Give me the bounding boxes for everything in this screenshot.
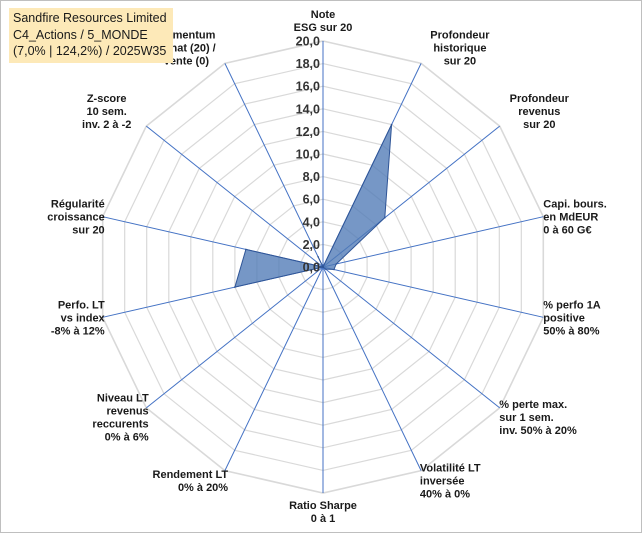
axis-label-line: en MdEUR — [543, 211, 598, 223]
axis-label: % perte max.sur 1 sem.inv. 50% à 20% — [499, 399, 577, 437]
axis-spoke — [224, 266, 324, 471]
axis-label-line: inversée — [420, 475, 465, 487]
series-point — [390, 123, 393, 126]
axis-label-line: croissance — [47, 211, 104, 223]
series-point — [322, 266, 324, 268]
axis-label-line: positive — [543, 313, 585, 325]
axis-spoke — [322, 266, 422, 471]
chart-title-box: Sandfire Resources Limited C4_Actions / … — [9, 8, 173, 63]
axis-label-line: Niveau LT — [97, 393, 149, 405]
axis-spoke — [322, 266, 501, 409]
axis-label-line: 40% à 0% — [420, 488, 470, 500]
tick-label: 16,0 — [296, 80, 320, 94]
series-layer — [234, 123, 393, 288]
axis-label-line: 0 à 60 G€ — [543, 224, 591, 236]
tick-label: 14,0 — [296, 102, 320, 116]
series-point — [245, 248, 247, 251]
axis-label-line: revenus — [518, 106, 560, 118]
axis-spoke — [322, 266, 544, 318]
tick-label: 8,0 — [303, 170, 320, 184]
axis-label-line: sur 20 — [523, 119, 555, 131]
axis-label-line: 50% à 80% — [543, 326, 599, 338]
axis-label-line: Note — [311, 9, 335, 21]
axis-label-line: sur 20 — [444, 56, 476, 68]
axis-spoke — [145, 266, 324, 409]
axis-label-line: Z-score — [87, 93, 127, 105]
axis-label-line: Capi. bours. — [543, 198, 607, 210]
axis-label-line: ESG sur 20 — [294, 22, 353, 34]
axis-label-line: vs index — [61, 313, 106, 325]
series-point — [384, 216, 386, 219]
axis-label-line: Ratio Sharpe — [289, 500, 357, 512]
axis-label-line: inv. 2 à -2 — [82, 119, 131, 131]
axis-label-line: 0 à 1 — [311, 513, 335, 525]
axis-label-line: revenus — [106, 406, 148, 418]
axis-label-line: Rendement LT — [153, 469, 229, 481]
axis-label-line: Vente (0) — [163, 56, 209, 68]
axis-label-line: inv. 50% à 20% — [499, 425, 577, 437]
axis-label-line: Profondeur — [430, 30, 490, 42]
tick-label: 4,0 — [303, 215, 320, 229]
axis-label: Rendement LT0% à 20% — [153, 469, 229, 494]
axis-label-line: Profondeur — [510, 93, 570, 105]
axis-label-line: sur 20 — [72, 224, 104, 236]
tick-label: 18,0 — [296, 57, 320, 71]
axis-spoke — [224, 63, 324, 268]
series-point — [234, 286, 236, 288]
axis-label-line: sur 1 sem. — [499, 412, 553, 424]
series-point — [324, 268, 327, 270]
tick-label: 0,0 — [303, 261, 320, 275]
series-area — [234, 124, 393, 288]
axis-label-line: -8% à 12% — [51, 326, 105, 338]
axis-label-line: 10 sem. — [87, 106, 127, 118]
title-line-stats: (7,0% | 124,2%) / 2025W35 — [13, 44, 167, 58]
tick-label: 20,0 — [296, 35, 320, 49]
series-point — [335, 263, 338, 265]
tick-label: 2,0 — [303, 238, 320, 252]
axis-spoke — [145, 125, 324, 268]
axis-label-line: 0% à 20% — [178, 482, 228, 494]
axis-label-line: Perfo. LT — [58, 300, 105, 312]
axis-label-line: Volatilité LT — [420, 462, 481, 474]
series-point — [333, 268, 335, 271]
axis-label-line: historique — [433, 43, 486, 55]
axis-label-line: 0% à 6% — [105, 432, 149, 444]
title-line-company: Sandfire Resources Limited — [13, 11, 167, 25]
axis-label-line: % perfo 1A — [543, 300, 601, 312]
axis-label-line: % perte max. — [499, 399, 567, 411]
tick-label: 12,0 — [296, 125, 320, 139]
series-point — [317, 256, 319, 258]
tick-label: 6,0 — [303, 193, 320, 207]
axis-label-line: reccurents — [92, 419, 148, 431]
title-line-category: C4_Actions / 5_MONDE — [13, 27, 148, 42]
axis-spoke — [322, 216, 544, 268]
tick-label-layer: 0,0 2,0 4,0 6,0 8,0 10,0 12,0 14,0 16,0 18,0 20,0 — [296, 35, 320, 275]
tick-label: 10,0 — [296, 148, 320, 162]
axis-label-line: Régularité — [51, 198, 105, 210]
